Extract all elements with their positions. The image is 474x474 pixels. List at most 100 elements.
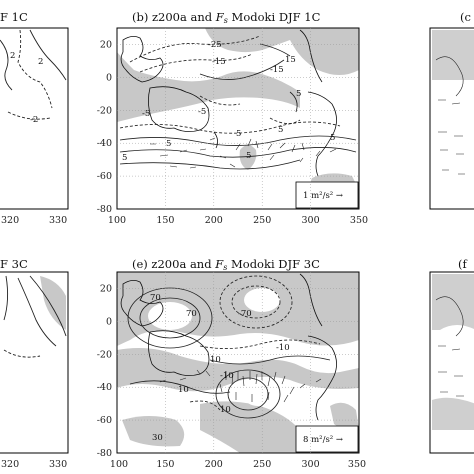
panel-b-yticks: 20 0 -20 -40 -60 -80 xyxy=(97,40,112,216)
panel-c: (c xyxy=(429,10,474,210)
panel-a-xtick-320: 320 xyxy=(1,215,19,226)
panel-e-clabel-4: -10 xyxy=(220,371,234,381)
panel-d-shade-blob xyxy=(40,276,66,330)
panel-b-vectors xyxy=(150,137,337,169)
panel-e-clabel-5: 10 xyxy=(210,355,221,365)
panel-a-contours xyxy=(0,29,67,120)
panel-e: (e) z200a and Fs Modoki DJF 3C xyxy=(97,257,366,470)
panel-b-xtick-350: 350 xyxy=(350,215,368,226)
panel-b-shading xyxy=(117,28,359,196)
panel-f: (f xyxy=(429,257,474,454)
panel-e-vector-label: 8 m²/s² → xyxy=(303,435,343,445)
panel-e-title-prefix: (e) z200a and xyxy=(132,257,215,271)
panel-d: F 3C 320 330 xyxy=(0,257,69,470)
panel-e-clabel-6: 10 xyxy=(220,405,231,415)
panel-b-xtick-100: 100 xyxy=(108,215,126,226)
panel-a-xtick-330: 330 xyxy=(49,215,67,226)
panel-e-ytick-0: 0 xyxy=(106,316,112,327)
panel-b-clabel-8: 5 xyxy=(122,153,127,163)
panel-b-contours xyxy=(119,35,357,170)
panel-b-ytick-20: 20 xyxy=(100,40,112,51)
panel-b-title-prefix: (b) z200a and xyxy=(132,10,216,24)
panel-b-clabel-3: -15 xyxy=(270,65,284,75)
panel-e-clabel-1: 70 xyxy=(186,309,197,319)
panel-e-title: (e) z200a and Fs Modoki DJF 3C xyxy=(132,257,320,272)
panel-f-title: (f xyxy=(458,257,467,271)
panel-b-xtick-300: 300 xyxy=(302,215,320,226)
panel-b-title-suffix: Modoki DJF 1C xyxy=(228,10,321,24)
panel-c-frame xyxy=(429,27,474,210)
panel-b-xtick-250: 250 xyxy=(253,215,271,226)
panel-b-clabel-6: 5 xyxy=(236,129,241,139)
panel-b-clabel-5: -5 xyxy=(142,109,150,119)
panel-b-clabel-7: 5 xyxy=(166,139,171,149)
panel-b-vector-label: 1 m²/s² → xyxy=(303,191,343,201)
panel-b: (b) z200a and Fs Modoki DJF 1C xyxy=(97,10,368,226)
panel-e-xtick-250: 250 xyxy=(253,459,271,470)
panel-b-clabel-9: -5 xyxy=(198,107,206,117)
panel-e-grid xyxy=(117,272,359,453)
panel-e-legend-box xyxy=(295,425,359,453)
panel-a-clabel-1: 2 xyxy=(10,51,15,61)
panel-e-xticks: 100 150 200 250 300 350 xyxy=(110,459,366,470)
panel-b-title-var: F xyxy=(215,10,225,24)
panel-b-clabel-1: -25 xyxy=(208,40,222,50)
panel-e-xtick-350: 350 xyxy=(348,459,366,470)
panel-e-whitespots xyxy=(148,288,280,406)
panel-b-xtick-200: 200 xyxy=(205,215,223,226)
panel-e-xtick-200: 200 xyxy=(205,459,223,470)
panel-e-title-suffix: Modoki DJF 3C xyxy=(227,257,320,271)
panel-e-clabel-9: 70 xyxy=(150,293,161,303)
panel-e-xtick-300: 300 xyxy=(302,459,320,470)
panel-b-legend-box xyxy=(295,181,359,209)
panel-a-clabel-2: 2 xyxy=(38,57,43,67)
panel-e-ytick-20: 20 xyxy=(100,284,112,295)
panel-e-contours xyxy=(127,275,331,419)
panel-f-vectors xyxy=(435,296,464,397)
panel-e-ytick--60: -60 xyxy=(97,415,112,426)
panel-b-clabel-12: 5 xyxy=(296,89,301,99)
panel-e-ytick--80: -80 xyxy=(97,448,112,459)
panel-f-shade xyxy=(432,274,474,330)
panel-a: F 1C 2 2 -2 320 330 xyxy=(0,10,69,226)
panel-b-ytick--40: -40 xyxy=(97,138,112,149)
panel-e-vectors xyxy=(159,369,322,403)
panel-d-xtick-320: 320 xyxy=(1,459,19,470)
panel-f-frame xyxy=(429,271,474,454)
panel-b-xtick-150: 150 xyxy=(156,215,174,226)
panel-b-xticks: 100 150 200 250 300 350 xyxy=(108,215,368,226)
panel-e-ytick--20: -20 xyxy=(97,349,112,360)
panel-a-title: F 1C xyxy=(0,10,28,24)
panel-d-title: F 3C xyxy=(0,257,28,271)
panel-e-xtick-100: 100 xyxy=(110,459,128,470)
panel-e-clabel-2: -70 xyxy=(238,309,252,319)
panel-e-clabel-3: -10 xyxy=(276,343,290,353)
panel-a-clabel-3: -2 xyxy=(30,115,38,125)
panel-e-ytick--40: -40 xyxy=(97,382,112,393)
panel-b-clabel-4: 15 xyxy=(285,55,296,65)
panel-b-clabel-10: 5 xyxy=(278,125,283,135)
panel-b-clabel-11: 5 xyxy=(246,151,251,161)
panel-b-clabel-2: -15 xyxy=(212,57,226,67)
panel-a-frame xyxy=(0,27,69,210)
panel-d-contours xyxy=(3,275,67,358)
panel-e-clabel-8: 30 xyxy=(152,433,163,443)
panel-b-ytick--20: -20 xyxy=(97,105,112,116)
panel-c-title: (c xyxy=(460,10,471,24)
panel-b-frame xyxy=(116,27,360,210)
panel-e-title-var: F xyxy=(214,257,224,271)
panel-e-title-sub: s xyxy=(223,263,227,272)
panel-b-grid xyxy=(117,28,359,209)
panel-d-frame xyxy=(0,271,69,454)
panel-b-ytick--80: -80 xyxy=(97,204,112,215)
panel-b-title: (b) z200a and Fs Modoki DJF 1C xyxy=(132,10,321,25)
panel-e-xtick-150: 150 xyxy=(156,459,174,470)
panel-f-shade-2 xyxy=(432,397,474,430)
panel-b-clabel-13: 5 xyxy=(330,133,335,143)
panel-b-title-sub: s xyxy=(224,16,228,25)
panel-e-yticks: 20 0 -20 -40 -60 -80 xyxy=(97,284,112,460)
panel-b-ytick-0: 0 xyxy=(106,72,112,83)
panel-e-clabel-7: 10 xyxy=(178,385,189,395)
panel-d-xtick-330: 330 xyxy=(49,459,67,470)
